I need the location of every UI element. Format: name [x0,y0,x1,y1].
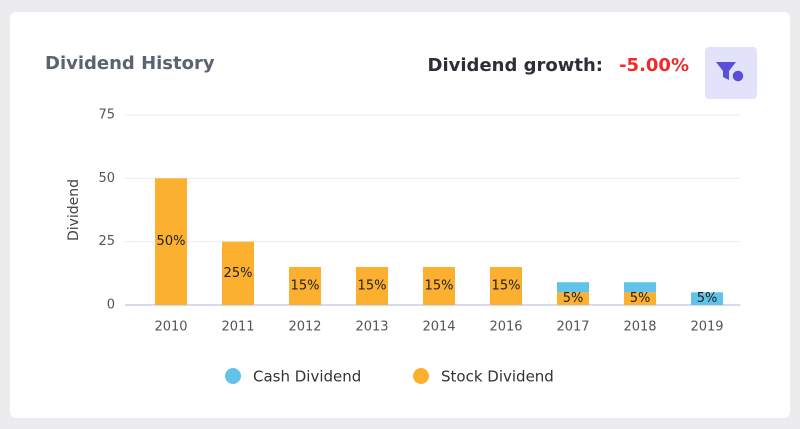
x-tick-label: 2012 [288,320,321,335]
y-tick-label: 75 [98,108,115,123]
y-tick-label: 0 [107,298,115,313]
bar [222,241,254,305]
bar [691,292,723,305]
legend-swatch [413,368,429,384]
x-tick-label: 2016 [489,320,522,335]
x-tick-label: 2010 [154,320,187,335]
filter-button[interactable] [705,47,757,99]
value-label: 50% [157,234,186,249]
value-label: 15% [358,279,387,294]
value-label: 15% [492,279,521,294]
bar [624,282,656,293]
bar [423,267,455,305]
dollar-icon [731,69,745,83]
growth-label: Dividend growth: [428,55,603,76]
legend-label: Cash Dividend [253,368,361,386]
value-label: 5% [563,291,584,306]
bar [557,292,589,305]
x-tick-label: 2017 [556,320,589,335]
filter-icon [716,62,736,80]
card [10,12,790,418]
bar [155,178,187,305]
y-tick-label: 25 [98,234,115,249]
legend-swatch [225,368,241,384]
filter-button-bg[interactable] [705,47,757,99]
chart-title: Dividend History [45,53,215,74]
y-tick-label: 50 [98,171,115,186]
value-label: 15% [291,279,320,294]
value-label: 5% [697,291,718,306]
x-tick-label: 2011 [221,320,254,335]
y-axis-label: Dividend [66,179,82,241]
value-label: 15% [425,279,454,294]
x-tick-label: 2013 [355,320,388,335]
bar [557,282,589,293]
value-label: 25% [224,266,253,281]
bar [289,267,321,305]
plot: 0 25 50 75 2010 50% 2011 25% 2012 15% 2013 15% 2014 1… [98,108,741,386]
x-tick-label: 2018 [623,320,656,335]
x-tick-label: 2014 [422,320,455,335]
legend-label: Stock Dividend [441,368,554,386]
bar [624,292,656,305]
bar [490,267,522,305]
bar [356,267,388,305]
value-label: 5% [630,291,651,306]
growth-value: -5.00% [619,55,689,76]
x-tick-label: 2019 [690,320,723,335]
